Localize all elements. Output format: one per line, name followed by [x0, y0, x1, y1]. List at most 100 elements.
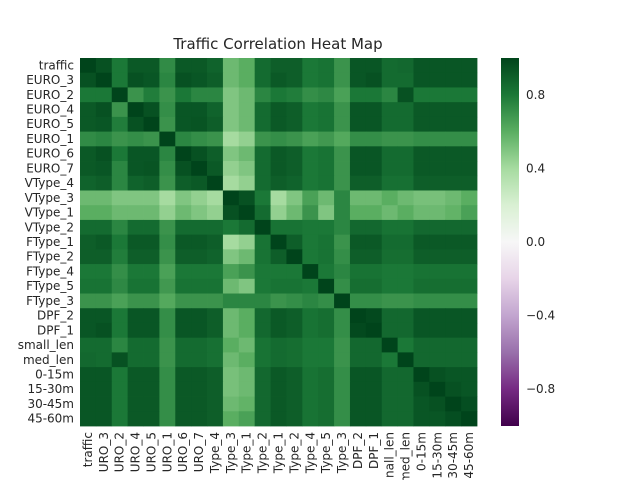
heatmap-cell: [286, 102, 303, 118]
heatmap-cell: [461, 58, 478, 74]
heatmap-cell: [80, 308, 97, 324]
heatmap-cell: [461, 249, 478, 265]
heatmap-cell: [127, 102, 144, 118]
heatmap-cell: [302, 411, 319, 427]
heatmap-cell: [191, 322, 208, 339]
heatmap-cell: [413, 146, 430, 162]
heatmap-cell: [318, 293, 335, 309]
heatmap-cell: [238, 72, 256, 88]
heatmap-cell: [334, 396, 351, 412]
heatmap-cell: [95, 87, 113, 103]
heatmap-cell: [143, 161, 160, 177]
heatmap-cell: [286, 161, 303, 177]
heatmap-cell: [175, 116, 192, 132]
heatmap-cell: [349, 102, 367, 118]
heatmap-cell: [80, 161, 97, 177]
heatmap-cell: [207, 264, 224, 280]
heatmap-cell: [334, 352, 351, 368]
heatmap-cell: [286, 219, 303, 236]
heatmap-cell: [111, 102, 129, 118]
row-label: VType_4: [25, 176, 74, 190]
heatmap-cell: [143, 337, 160, 353]
heatmap-cell: [365, 234, 383, 250]
heatmap-cell: [397, 249, 414, 265]
heatmap-cell: [365, 411, 383, 427]
heatmap-cell: [381, 72, 398, 88]
heatmap-cell: [381, 396, 398, 412]
heatmap-cell: [238, 190, 256, 206]
heatmap-cell: [270, 205, 287, 221]
heatmap-cell: [461, 161, 478, 177]
heatmap-cell: [349, 411, 367, 427]
heatmap-cell: [302, 308, 319, 324]
heatmap-cell: [238, 87, 256, 103]
heatmap-cell: [334, 264, 351, 280]
heatmap-cell: [318, 161, 335, 177]
heatmap-cell: [429, 175, 446, 191]
heatmap-cell: [302, 249, 319, 265]
heatmap-cell: [159, 219, 176, 236]
heatmap-cell: [254, 116, 271, 132]
heatmap-cell: [461, 234, 478, 250]
heatmap-cell: [365, 249, 383, 265]
heatmap-cell: [238, 175, 256, 191]
heatmap-cell: [381, 102, 398, 118]
heatmap-cell: [381, 234, 398, 250]
heatmap-cell: [365, 352, 383, 368]
heatmap-cell: [286, 411, 303, 427]
heatmap-cell: [445, 175, 462, 191]
heatmap-cell: [222, 102, 240, 118]
row-label: 45-60m: [27, 412, 74, 426]
heatmap-cell: [270, 87, 287, 103]
heatmap-cell: [143, 205, 160, 221]
heatmap-cell: [159, 87, 176, 103]
heatmap-cell: [286, 381, 303, 397]
heatmap-cell: [302, 219, 319, 236]
heatmap-cell: [397, 308, 414, 324]
heatmap-cell: [191, 234, 208, 250]
heatmap-cell: [334, 161, 351, 177]
heatmap-cell: [334, 308, 351, 324]
column-label: traffic: [81, 432, 95, 467]
heatmap-cell: [365, 131, 383, 147]
column-label: Type_2: [287, 432, 301, 474]
row-label: EURO_4: [26, 103, 74, 117]
heatmap-cell: [207, 190, 224, 206]
heatmap-cell: [254, 352, 271, 368]
heatmap-cell: [413, 116, 430, 132]
heatmap-cell: [461, 72, 478, 88]
heatmap-cell: [429, 337, 446, 353]
heatmap-cell: [349, 234, 367, 250]
heatmap-cell: [286, 249, 303, 265]
heatmap-cell: [286, 264, 303, 280]
heatmap-cell: [127, 205, 144, 221]
heatmap-cell: [159, 58, 176, 74]
heatmap-cell: [270, 161, 287, 177]
heatmap-cell: [381, 116, 398, 132]
heatmap-cell: [238, 219, 256, 236]
heatmap-cell: [207, 337, 224, 353]
heatmap-cell: [429, 190, 446, 206]
heatmap-cell: [127, 175, 144, 191]
heatmap-cell: [207, 102, 224, 118]
heatmap-cell: [222, 264, 240, 280]
heatmap-cell: [397, 146, 414, 162]
heatmap-cell: [95, 411, 113, 427]
heatmap-cell: [207, 381, 224, 397]
heatmap-cell: [111, 87, 129, 103]
heatmap-cell: [175, 367, 192, 383]
heatmap-cell: [207, 234, 224, 250]
heatmap-cell: [429, 367, 446, 383]
heatmap-cell: [238, 411, 256, 427]
heatmap-cell: [222, 190, 240, 206]
heatmap-cell: [111, 278, 129, 294]
heatmap-cell: [222, 381, 240, 397]
heatmap-cell: [238, 131, 256, 147]
heatmap-cell: [175, 322, 192, 339]
heatmap-cell: [286, 352, 303, 368]
heatmap-cell: [349, 190, 367, 206]
heatmap-cell: [381, 411, 398, 427]
heatmap-cell: [222, 219, 240, 236]
heatmap-cell: [80, 264, 97, 280]
heatmap-cell: [318, 308, 335, 324]
